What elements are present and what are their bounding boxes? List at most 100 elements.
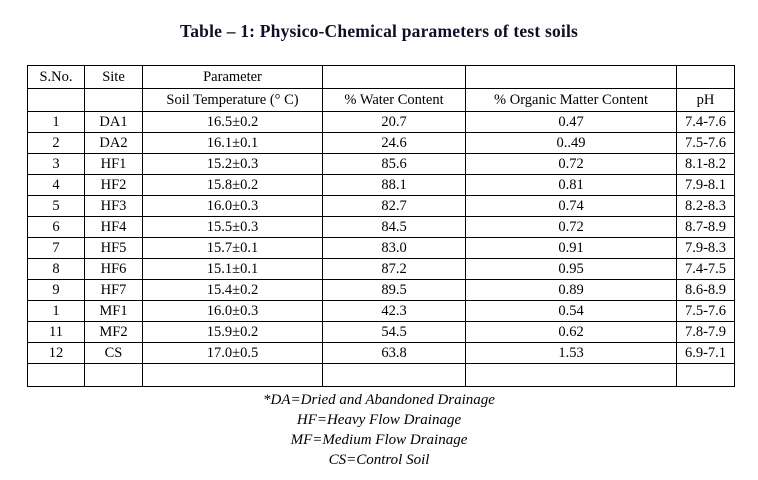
table-cell-5: 7.4-7.6: [676, 111, 735, 133]
header-cell-1: [84, 88, 143, 112]
table-cell-0: 12: [27, 342, 85, 364]
table-cell-1: HF3: [84, 195, 143, 217]
table-cell-4: 0..49: [465, 132, 677, 154]
table-cell-4: 0.89: [465, 279, 677, 301]
table-cell-0: 8: [27, 258, 85, 280]
header-cell-4: [465, 65, 677, 89]
table-row: 12 CS 17.0±0.5 63.8 1.53 6.9-7.1: [27, 342, 735, 364]
header-row-1: S.No. Site Parameter: [27, 65, 735, 89]
table-cell-4: 0.54: [465, 300, 677, 322]
footnote-hf: HF=Heavy Flow Drainage: [296, 412, 462, 428]
table-cell-1: HF5: [84, 237, 143, 259]
table-cell-2: 16.0±0.3: [142, 195, 323, 217]
table-cell-2: 15.8±0.2: [142, 174, 323, 196]
empty-cell-0: [27, 363, 85, 387]
table-row: 6 HF4 15.5±0.3 84.5 0.72 8.7-8.9: [27, 216, 735, 238]
table-cell-3: 54.5: [322, 321, 466, 343]
table-cell-0: 2: [27, 132, 85, 154]
header-cell-5: pH: [676, 88, 735, 112]
table-cell-3: 89.5: [322, 279, 466, 301]
table-cell-2: 16.0±0.3: [142, 300, 323, 322]
table-cell-0: 7: [27, 237, 85, 259]
table-cell-0: 4: [27, 174, 85, 196]
table-cell-2: 16.5±0.2: [142, 111, 323, 133]
table-cell-1: HF4: [84, 216, 143, 238]
table-cell-1: MF2: [84, 321, 143, 343]
table-row: 8 HF6 15.1±0.1 87.2 0.95 7.4-7.5: [27, 258, 735, 280]
table-cell-2: 15.7±0.1: [142, 237, 323, 259]
table-cell-3: 84.5: [322, 216, 466, 238]
header-row-2: Soil Temperature (° C)% Water Content% O…: [27, 88, 735, 112]
table-cell-5: 7.4-7.5: [676, 258, 735, 280]
table-cell-0: 5: [27, 195, 85, 217]
table-row: 5 HF3 16.0±0.3 82.7 0.74 8.2-8.3: [27, 195, 735, 217]
table-cell-1: HF2: [84, 174, 143, 196]
footnote-cs: CS=Control Soil: [328, 452, 430, 468]
physico-chemical-table: S.No. Site Parameter Soil Temperature (° C)…: [27, 65, 735, 387]
table-cell-1: DA1: [84, 111, 143, 133]
header-cell-2: Soil Temperature (° C): [142, 88, 323, 112]
table-cell-5: 7.9-8.1: [676, 174, 735, 196]
table-cell-0: 9: [27, 279, 85, 301]
table-cell-0: 1: [27, 111, 85, 133]
table-cell-2: 15.1±0.1: [142, 258, 323, 280]
table-cell-5: 8.1-8.2: [676, 153, 735, 175]
table-cell-2: 15.2±0.3: [142, 153, 323, 175]
table-cell-3: 88.1: [322, 174, 466, 196]
table-cell-4: 0.72: [465, 153, 677, 175]
table-cell-5: 7.5-7.6: [676, 300, 735, 322]
table-row: 9 HF7 15.4±0.2 89.5 0.89 8.6-8.9: [27, 279, 735, 301]
table-cell-3: 83.0: [322, 237, 466, 259]
table-cell-4: 1.53: [465, 342, 677, 364]
table-cell-3: 63.8: [322, 342, 466, 364]
header-cell-5: [676, 65, 735, 89]
footnote-da: *DA=Dried and Abandoned Drainage: [263, 392, 495, 408]
header-cell-2: Parameter: [142, 65, 323, 89]
header-cell-1: Site: [84, 65, 143, 89]
table-cell-2: 16.1±0.1: [142, 132, 323, 154]
table-cell-2: 15.4±0.2: [142, 279, 323, 301]
header-cell-0: [27, 88, 85, 112]
table-cell-2: 17.0±0.5: [142, 342, 323, 364]
table-row: 4 HF2 15.8±0.2 88.1 0.81 7.9-8.1: [27, 174, 735, 196]
table-title: Table – 1: Physico-Chemical parameters o…: [179, 21, 579, 41]
table-cell-1: HF7: [84, 279, 143, 301]
table-cell-5: 7.9-8.3: [676, 237, 735, 259]
table-cell-0: 6: [27, 216, 85, 238]
footnote-mf: MF=Medium Flow Drainage: [290, 432, 468, 448]
table-cell-4: 0.74: [465, 195, 677, 217]
table-cell-5: 8.7-8.9: [676, 216, 735, 238]
header-cell-3: [322, 65, 466, 89]
table-cell-5: 7.8-7.9: [676, 321, 735, 343]
table-cell-3: 87.2: [322, 258, 466, 280]
table-cell-4: 0.72: [465, 216, 677, 238]
empty-cell-5: [676, 363, 735, 387]
table-cell-1: HF6: [84, 258, 143, 280]
table-cell-1: DA2: [84, 132, 143, 154]
table-cell-5: 8.6-8.9: [676, 279, 735, 301]
table-row: 7 HF5 15.7±0.1 83.0 0.91 7.9-8.3: [27, 237, 735, 259]
table-cell-0: 1: [27, 300, 85, 322]
empty-cell-2: [142, 363, 323, 387]
table-cell-3: 85.6: [322, 153, 466, 175]
table-cell-0: 11: [27, 321, 85, 343]
table-cell-2: 15.9±0.2: [142, 321, 323, 343]
header-cell-3: % Water Content: [322, 88, 466, 112]
header-cell-4: % Organic Matter Content: [465, 88, 677, 112]
table-cell-0: 3: [27, 153, 85, 175]
table-cell-5: 6.9-7.1: [676, 342, 735, 364]
table-row: 3 HF1 15.2±0.3 85.6 0.72 8.1-8.2: [27, 153, 735, 175]
table-cell-5: 7.5-7.6: [676, 132, 735, 154]
table-cell-1: CS: [84, 342, 143, 364]
table-cell-3: 42.3: [322, 300, 466, 322]
table-cell-1: HF1: [84, 153, 143, 175]
table-cell-4: 0.91: [465, 237, 677, 259]
table-cell-3: 82.7: [322, 195, 466, 217]
header-cell-0: S.No.: [27, 65, 85, 89]
table-cell-3: 20.7: [322, 111, 466, 133]
table-cell-3: 24.6: [322, 132, 466, 154]
table-cell-1: MF1: [84, 300, 143, 322]
table-cell-5: 8.2-8.3: [676, 195, 735, 217]
table-row: 1 MF1 16.0±0.3 42.3 0.54 7.5-7.6: [27, 300, 735, 322]
empty-row: [27, 363, 735, 387]
